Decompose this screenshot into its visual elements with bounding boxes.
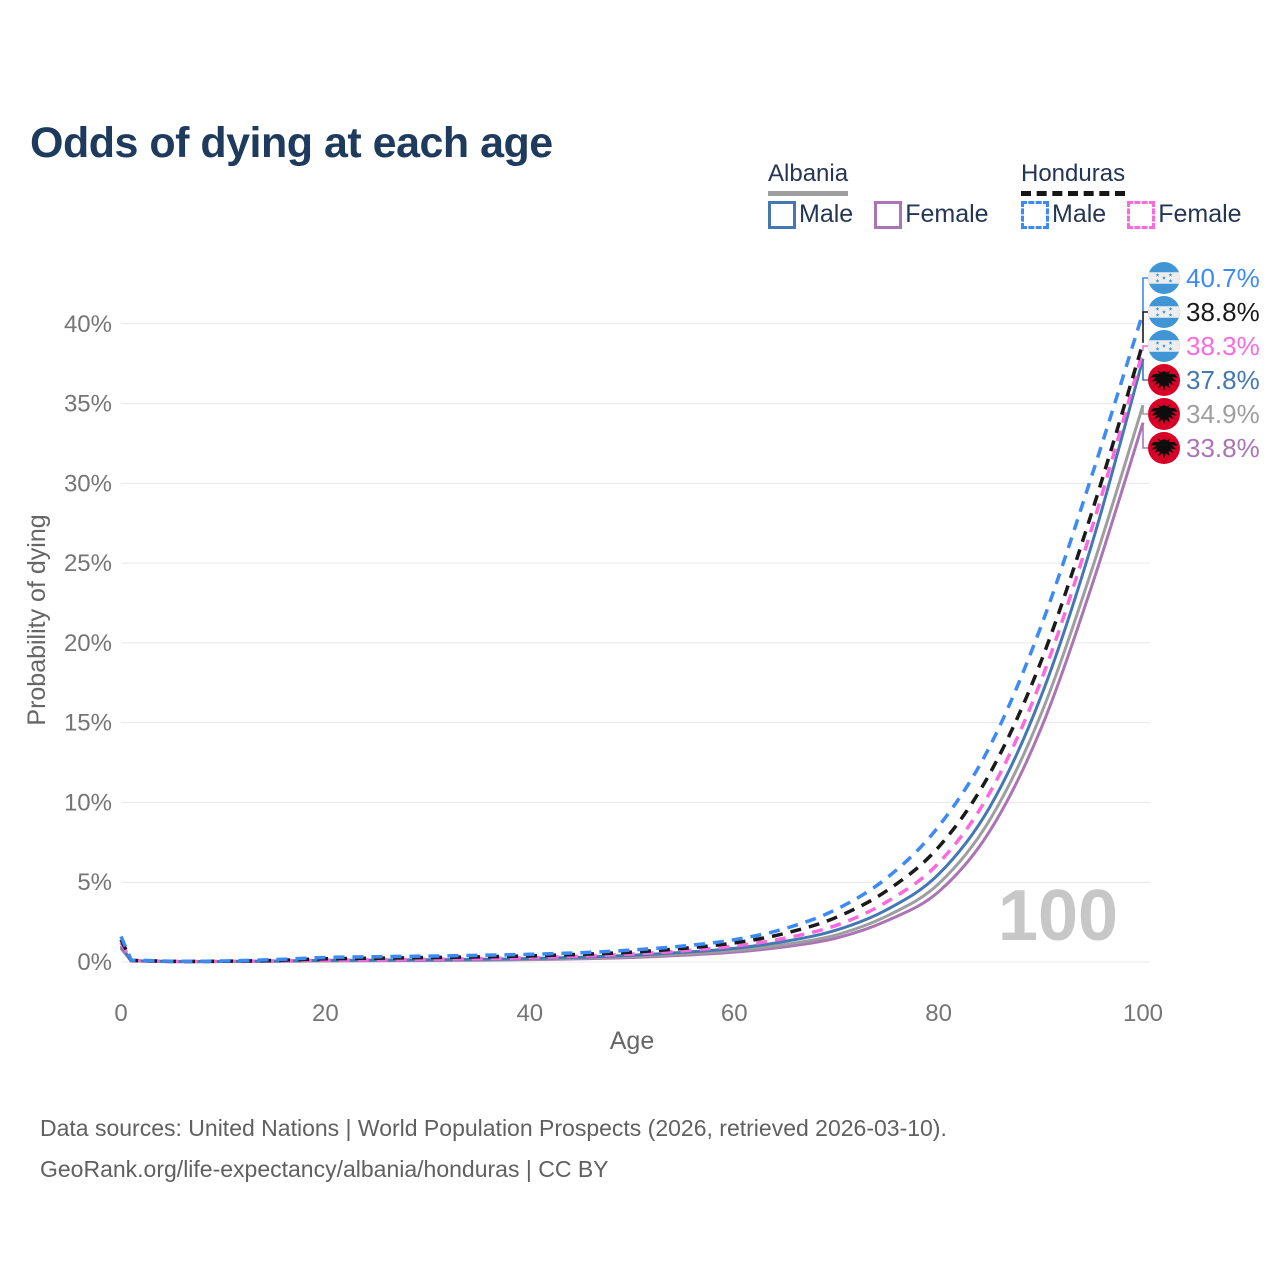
page-title: Odds of dying at each age xyxy=(30,118,553,167)
y-axis-title: Probability of dying xyxy=(23,514,51,725)
flag-icon-albania xyxy=(1148,364,1180,396)
y-tick-label: 15% xyxy=(64,710,112,737)
legend-swatch-albania-male xyxy=(768,200,796,229)
series-line-honduras_male xyxy=(119,312,1145,964)
x-axis-title: Age xyxy=(610,1027,654,1055)
age-watermark: 100 xyxy=(998,876,1118,956)
series-line-honduras_female xyxy=(119,350,1145,964)
series-line-albania_female xyxy=(119,422,1145,964)
legend-item-albania-female[interactable]: Female xyxy=(874,200,989,229)
y-tick-label: 40% xyxy=(64,311,112,338)
label-connector-albania_both xyxy=(1142,405,1149,415)
label-connector-albania_male xyxy=(1142,358,1149,381)
legend-item-honduras-female[interactable]: Female xyxy=(1127,200,1242,229)
series-line-albania_both xyxy=(119,404,1145,964)
legend-item-honduras-male[interactable]: Male xyxy=(1021,200,1106,229)
y-tick-label: 0% xyxy=(77,949,112,976)
end-value-label-albania_male: 37.8% xyxy=(1186,365,1260,395)
legend-swatch-honduras-female xyxy=(1127,200,1156,229)
y-tick-label: 10% xyxy=(64,789,112,816)
legend-group-albania: Albania xyxy=(768,160,849,196)
series-line-albania_male xyxy=(119,358,1145,964)
legend-group-honduras: Honduras xyxy=(1021,160,1126,196)
y-tick-label: 20% xyxy=(64,630,112,657)
y-tick-label: 25% xyxy=(64,550,112,577)
legend-swatch-honduras-male xyxy=(1021,200,1049,229)
footer-data-sources: Data sources: United Nations | World Pop… xyxy=(40,1115,947,1141)
label-connector-honduras_male xyxy=(1142,277,1149,313)
legend-row-albania: Male Female xyxy=(768,200,1010,229)
flag-icon-honduras xyxy=(1148,262,1180,294)
end-value-label-honduras_female: 38.3% xyxy=(1186,331,1260,361)
y-tick-label: 5% xyxy=(77,869,112,896)
label-connector-honduras_both xyxy=(1142,311,1149,343)
label-connector-honduras_female xyxy=(1142,345,1149,351)
legend-honduras-title: Honduras xyxy=(1021,160,1126,196)
x-tick-label: 100 xyxy=(1123,1000,1163,1027)
flag-icon-albania xyxy=(1148,432,1180,464)
legend-label-albania-male: Male xyxy=(799,200,854,228)
end-value-label-honduras_male: 40.7% xyxy=(1186,263,1260,293)
legend-row-honduras: Male Female xyxy=(1021,200,1263,229)
y-tick-label: 35% xyxy=(64,391,112,418)
flag-icon-honduras xyxy=(1148,296,1180,328)
legend-label-honduras-female: Female xyxy=(1158,200,1242,228)
x-tick-label: 0 xyxy=(114,1000,127,1027)
end-value-label-albania_both: 34.9% xyxy=(1186,399,1260,429)
footer-attribution: GeoRank.org/life-expectancy/albania/hond… xyxy=(40,1156,609,1182)
x-tick-label: 60 xyxy=(721,1000,748,1027)
x-tick-label: 20 xyxy=(312,1000,339,1027)
legend-label-honduras-male: Male xyxy=(1052,200,1107,228)
legend-swatch-albania-female xyxy=(874,200,903,229)
flag-icon-honduras xyxy=(1148,330,1180,362)
legend-albania-title: Albania xyxy=(768,160,849,196)
legend-item-albania-male[interactable]: Male xyxy=(768,200,853,229)
end-value-label-honduras_both: 38.8% xyxy=(1186,297,1260,327)
x-tick-label: 80 xyxy=(925,1000,952,1027)
flag-icon-albania xyxy=(1148,398,1180,430)
footer: Data sources: United Nations | World Pop… xyxy=(40,1108,947,1190)
series-line-honduras_both xyxy=(119,342,1145,964)
label-connector-albania_female xyxy=(1142,422,1149,449)
x-tick-label: 40 xyxy=(516,1000,543,1027)
end-value-label-albania_female: 33.8% xyxy=(1186,433,1260,463)
legend-label-albania-female: Female xyxy=(905,200,989,228)
y-tick-label: 30% xyxy=(64,470,112,497)
